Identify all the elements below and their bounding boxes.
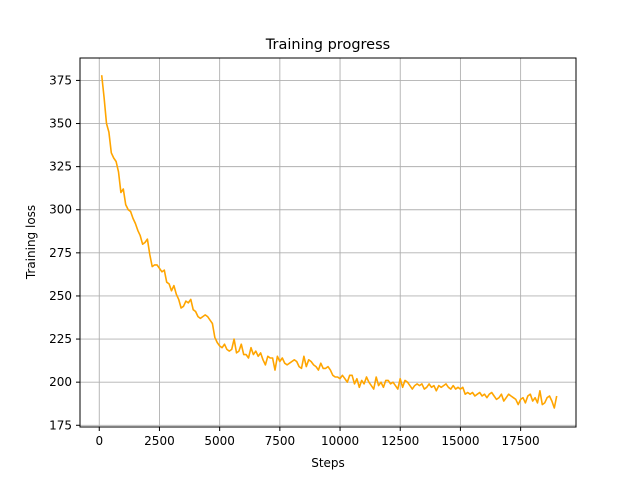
loss-series-line [100, 75, 558, 409]
x-tick-label: 0 [95, 434, 103, 448]
y-tick-label: 325 [49, 160, 72, 174]
y-tick-label: 375 [49, 73, 72, 87]
ticks: 0 2500 5000 7500 10000 12500 15000 17500 175 200 2… [49, 73, 540, 448]
y-tick-label: 300 [49, 203, 72, 217]
y-tick-label: 200 [49, 375, 72, 389]
x-tick-label: 2500 [144, 434, 175, 448]
y-tick-label: 275 [49, 246, 72, 260]
y-tick-label: 350 [49, 117, 72, 131]
grid [80, 58, 576, 427]
x-tick-label: 15000 [441, 434, 479, 448]
x-tick-label: 7500 [265, 434, 296, 448]
y-tick-label: 250 [49, 289, 72, 303]
x-tick-label: 5000 [204, 434, 235, 448]
chart-title: Training progress [265, 37, 390, 53]
x-tick-label: 17500 [502, 434, 540, 448]
y-axis-label: Training loss [24, 205, 38, 280]
y-tick-label: 175 [49, 418, 72, 432]
y-tick-label: 225 [49, 332, 72, 346]
series-layer [100, 75, 558, 409]
plot-area-border [79, 57, 577, 428]
x-tick-label: 10000 [321, 434, 359, 448]
x-tick-label: 12500 [381, 434, 419, 448]
axes-frame [79, 57, 577, 428]
x-axis-label: Steps [311, 456, 345, 470]
